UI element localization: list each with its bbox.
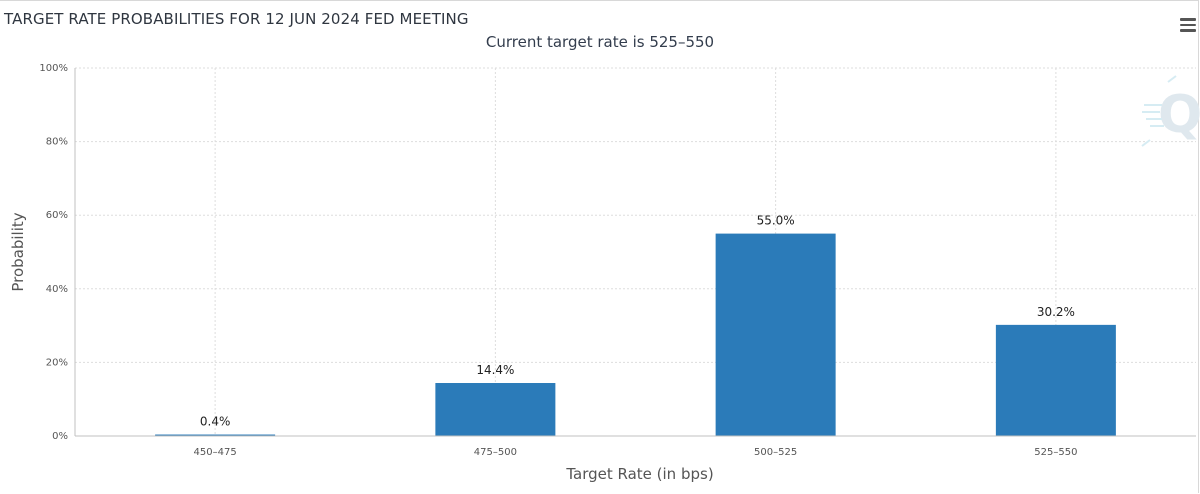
y-tick-label: 80%	[46, 137, 68, 148]
y-tick-label: 20%	[46, 357, 68, 368]
bar[interactable]	[155, 434, 276, 436]
x-tick-label: 500–525	[754, 447, 797, 458]
q-logo-watermark: Q	[1141, 75, 1200, 147]
bar[interactable]	[435, 383, 556, 436]
menu-line	[1180, 29, 1196, 32]
y-tick-label: 40%	[46, 284, 68, 295]
x-tick-label: 525–550	[1034, 447, 1077, 458]
x-tick-label: 475–500	[474, 447, 517, 458]
hamburger-menu-icon[interactable]	[1180, 18, 1196, 34]
bar[interactable]	[995, 324, 1116, 436]
chart-subtitle: Current target rate is 525–550	[485, 33, 715, 51]
y-tick-label: 100%	[39, 63, 68, 74]
y-tick-label: 60%	[46, 210, 68, 221]
watermark-glyph: Q	[1158, 85, 1200, 145]
bar-data-label: 55.0%	[757, 214, 795, 228]
bar-data-label: 14.4%	[476, 363, 514, 377]
bar[interactable]	[715, 233, 836, 436]
y-tick-label: 0%	[52, 431, 68, 442]
bar-data-label: 0.4%	[200, 415, 231, 429]
x-axis-title: Target Rate (in bps)	[565, 465, 713, 483]
menu-line	[1180, 18, 1196, 21]
x-tick-label: 450–475	[194, 447, 237, 458]
label-layer: 0.4% 14.4% 55.0% 30.2%	[200, 214, 1075, 429]
chart-title: TARGET RATE PROBABILITIES FOR 12 JUN 202…	[4, 10, 469, 28]
menu-line	[1180, 23, 1196, 26]
bar-layer	[155, 233, 1116, 436]
y-axis-title: Probability	[9, 212, 27, 291]
axis-layer: 0% 20% 40% 60% 80% 100% 450–475 475–500 500–525 5…	[39, 63, 1196, 458]
bar-data-label: 30.2%	[1037, 305, 1075, 319]
